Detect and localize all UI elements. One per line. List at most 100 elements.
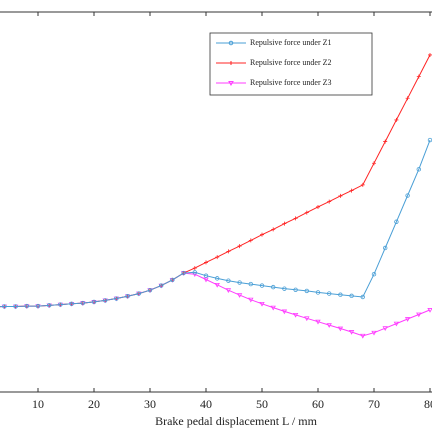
marker (393, 321, 400, 327)
marker (383, 139, 388, 144)
marker (349, 293, 354, 299)
marker (360, 333, 366, 339)
marker (102, 298, 108, 303)
marker (404, 317, 411, 322)
marker (225, 288, 232, 293)
marker (382, 326, 388, 331)
marker (371, 272, 377, 277)
marker (416, 312, 422, 318)
marker (248, 281, 253, 287)
marker (236, 293, 243, 298)
marker (259, 283, 265, 288)
marker (203, 277, 209, 283)
x-tick-label: 50 (256, 397, 268, 411)
marker (248, 238, 253, 243)
marker (181, 270, 186, 276)
marker (338, 193, 343, 198)
marker (214, 282, 220, 288)
legend-marker (228, 40, 234, 46)
marker (304, 316, 310, 322)
marker (416, 167, 421, 172)
x-axis-label: Brake pedal displacement L / mm (155, 414, 318, 428)
marker (237, 244, 242, 249)
marker (170, 277, 175, 283)
marker (2, 304, 7, 309)
legend-label: Repulsive force under Z1 (250, 38, 332, 47)
marker (204, 260, 208, 265)
marker (136, 291, 141, 296)
marker (24, 303, 29, 309)
marker (428, 52, 432, 57)
marker (114, 296, 119, 301)
marker (372, 161, 376, 166)
legend-marker (228, 81, 234, 87)
marker (349, 188, 354, 193)
marker (58, 302, 63, 307)
x-tick-label: 80 (424, 397, 432, 411)
marker (416, 74, 421, 79)
marker (371, 330, 377, 336)
marker (158, 283, 164, 288)
marker (327, 199, 332, 204)
legend-label: Repulsive force under Z3 (250, 78, 332, 87)
x-tick-label: 30 (144, 397, 156, 411)
legend-label: Repulsive force under Z2 (250, 58, 332, 67)
marker (394, 219, 399, 224)
marker (315, 290, 321, 295)
marker (348, 330, 355, 335)
marker (360, 182, 365, 187)
marker (405, 96, 410, 101)
marker (226, 249, 231, 254)
marker (281, 309, 288, 315)
marker (13, 304, 18, 309)
x-tick-label: 70 (368, 397, 380, 411)
marker (125, 294, 130, 299)
legend-marker (229, 61, 233, 65)
marker (360, 294, 365, 300)
marker (326, 323, 332, 328)
x-tick-label: 60 (312, 397, 324, 411)
marker (304, 210, 309, 215)
marker (271, 284, 276, 290)
marker (226, 278, 231, 283)
marker (147, 287, 153, 293)
series (0, 137, 432, 309)
marker (214, 276, 220, 281)
x-tick-label: 20 (88, 397, 100, 411)
marker (282, 221, 287, 226)
marker (259, 301, 265, 307)
marker (315, 319, 321, 325)
marker (337, 326, 344, 332)
marker (192, 266, 197, 271)
marker (394, 117, 399, 122)
marker (248, 297, 254, 303)
marker (427, 308, 432, 313)
series-line (0, 139, 431, 308)
marker (270, 305, 276, 311)
marker (293, 287, 298, 292)
x-tick-label: 10 (32, 397, 44, 411)
marker (69, 301, 74, 307)
marker (327, 291, 332, 296)
marker (237, 280, 242, 285)
marker (203, 273, 209, 278)
marker (260, 232, 264, 237)
marker (282, 286, 287, 291)
marker (292, 312, 299, 318)
marker (338, 292, 343, 297)
marker (47, 303, 52, 308)
marker (91, 299, 97, 305)
x-tick-label: 40 (200, 397, 212, 411)
marker (316, 204, 320, 209)
marker (304, 288, 309, 294)
marker (293, 216, 298, 221)
marker (271, 227, 276, 232)
marker (192, 270, 197, 275)
marker (383, 245, 388, 251)
marker (215, 255, 220, 260)
marker (405, 193, 410, 198)
marker (35, 303, 41, 309)
marker (80, 300, 85, 306)
